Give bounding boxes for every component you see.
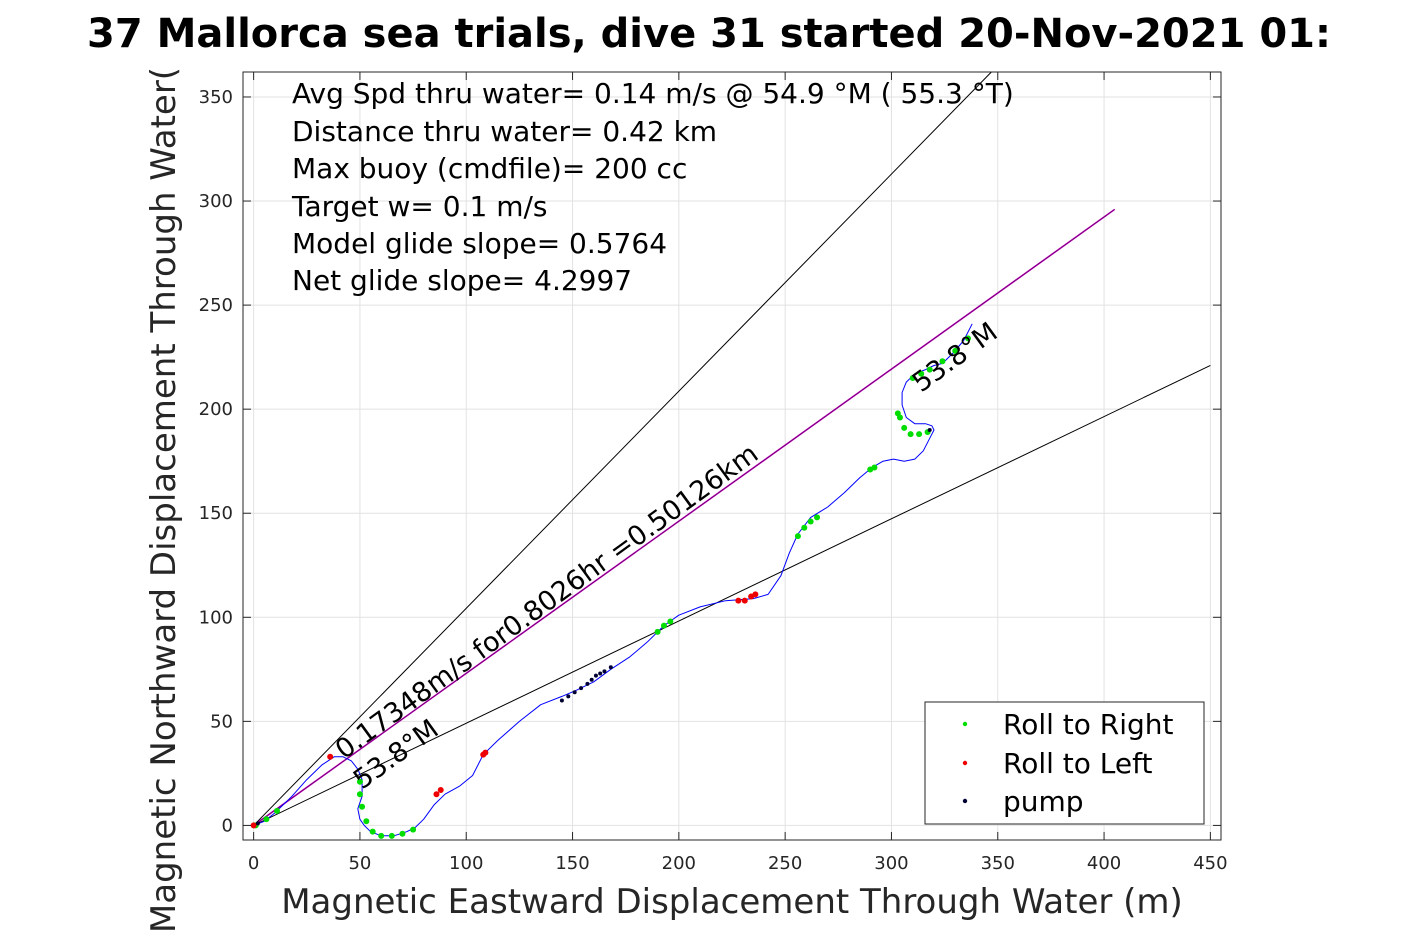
marker-roll-to-right: [660, 622, 667, 629]
marker-roll-to-right: [952, 347, 959, 354]
reference-line: [253, 365, 1211, 826]
legend-label-roll-right: Roll to Right: [1003, 708, 1174, 741]
marker-roll-to-right: [964, 335, 971, 342]
x-tick-label: 200: [662, 853, 696, 874]
marker-roll-to-right: [667, 618, 674, 625]
marker-roll-to-right: [918, 370, 925, 377]
plot-frame: [242, 71, 1222, 841]
y-tick-label: 100: [199, 607, 233, 628]
marker-roll-to-left: [327, 753, 334, 760]
model-glide-line-shadow: [253, 209, 1115, 826]
stat-distance: Distance thru water= 0.42 km: [292, 115, 717, 148]
marker-roll-to-right: [909, 374, 916, 381]
legend-box: [924, 701, 1205, 825]
marker-roll-to-left: [741, 597, 748, 604]
y-tick-label: 250: [199, 295, 233, 316]
marker-roll-to-right: [814, 514, 821, 521]
stats-block: Avg Spd thru water= 0.14 m/s @ 54.9 °M (…: [291, 77, 1014, 297]
marker-roll-to-right: [369, 828, 376, 835]
y-tick-label: 0: [222, 815, 233, 836]
stat-model-glide: Model glide slope= 0.5764: [292, 227, 667, 260]
marker-roll-to-right: [356, 778, 363, 785]
marker-roll-to-left: [735, 597, 742, 604]
marker-roll-to-left: [752, 591, 759, 598]
legend-marker-roll-right: [962, 721, 968, 727]
marker-pump: [593, 673, 598, 678]
legend-label-roll-left: Roll to Left: [1003, 747, 1152, 780]
marker-roll-to-right: [378, 832, 385, 839]
y-tick-label: 150: [199, 503, 233, 524]
x-tick-label: 400: [1087, 853, 1121, 874]
marker-roll-to-right: [901, 424, 908, 431]
legend-label-pump: pump: [1003, 785, 1084, 818]
model-glide-line: [253, 209, 1115, 826]
stat-avg-speed: Avg Spd thru water= 0.14 m/s @ 54.9 °M (…: [292, 77, 1014, 110]
marker-pump: [608, 665, 613, 670]
marker-roll-to-right: [807, 518, 814, 525]
marker-roll-to-right: [939, 358, 946, 365]
stat-max-buoy: Max buoy (cmdfile)= 200 cc: [292, 152, 687, 185]
y-tick-label: 200: [199, 399, 233, 420]
stat-target-w: Target w= 0.1 m/s: [291, 190, 548, 223]
marker-roll-to-right: [263, 816, 270, 823]
x-tick-label: 450: [1193, 853, 1227, 874]
marker-roll-to-right: [916, 431, 923, 438]
reference-line: [253, 71, 992, 826]
marker-roll-to-left: [250, 822, 257, 829]
marker-pump: [927, 427, 932, 432]
marker-roll-to-right: [356, 791, 363, 798]
x-tick-label: 0: [248, 853, 259, 874]
y-tick-label: 350: [199, 87, 233, 108]
marker-roll-to-right: [896, 414, 903, 421]
marker-pump: [602, 669, 607, 674]
y-tick-label: 300: [199, 191, 233, 212]
marker-pump: [566, 694, 571, 699]
marker-pump: [598, 671, 603, 676]
x-tick-label: 350: [981, 853, 1015, 874]
marker-roll-to-left: [482, 749, 489, 756]
ticks: 0 50 100 150 200 250 300 350 400 450 0 50 100 150 200 2…: [199, 72, 1228, 874]
legend-marker-pump: [962, 798, 968, 804]
marker-roll-to-left: [437, 787, 444, 794]
x-tick-label: 250: [768, 853, 802, 874]
x-tick-label: 50: [348, 853, 371, 874]
marker-pump: [589, 677, 594, 682]
stat-net-glide: Net glide slope= 4.2997: [292, 264, 632, 297]
markers: [250, 335, 971, 839]
legend: Roll to Right Roll to Left pump: [924, 701, 1205, 825]
x-axis-label: Magnetic Eastward Displacement Through W…: [281, 882, 1183, 922]
marker-pump: [559, 698, 564, 703]
marker-roll-to-right: [801, 524, 808, 531]
marker-roll-to-right: [399, 830, 406, 837]
marker-roll-to-right: [388, 832, 395, 839]
marker-pump: [585, 681, 590, 686]
marker-roll-to-right: [410, 826, 417, 833]
marker-pump: [572, 690, 577, 695]
marker-roll-to-right: [274, 807, 281, 814]
marker-roll-to-right: [794, 533, 801, 540]
marker-roll-to-right: [926, 366, 933, 373]
y-axis-label: Magnetic Northward Displacement Through …: [144, 67, 184, 933]
marker-roll-to-right: [907, 431, 914, 438]
marker-pump: [579, 686, 584, 691]
x-tick-label: 150: [555, 853, 589, 874]
y-tick-label: 50: [210, 711, 233, 732]
legend-marker-roll-left: [962, 760, 968, 766]
marker-roll-to-right: [871, 464, 878, 471]
marker-roll-to-right: [363, 818, 370, 825]
marker-roll-to-left: [433, 791, 440, 798]
x-tick-label: 100: [449, 853, 483, 874]
marker-pump: [255, 821, 260, 826]
marker-roll-to-right: [359, 803, 366, 810]
chart-title: 37 Mallorca sea trials, dive 31 started …: [87, 11, 1331, 57]
marker-roll-to-right: [654, 628, 661, 635]
x-tick-label: 300: [874, 853, 908, 874]
